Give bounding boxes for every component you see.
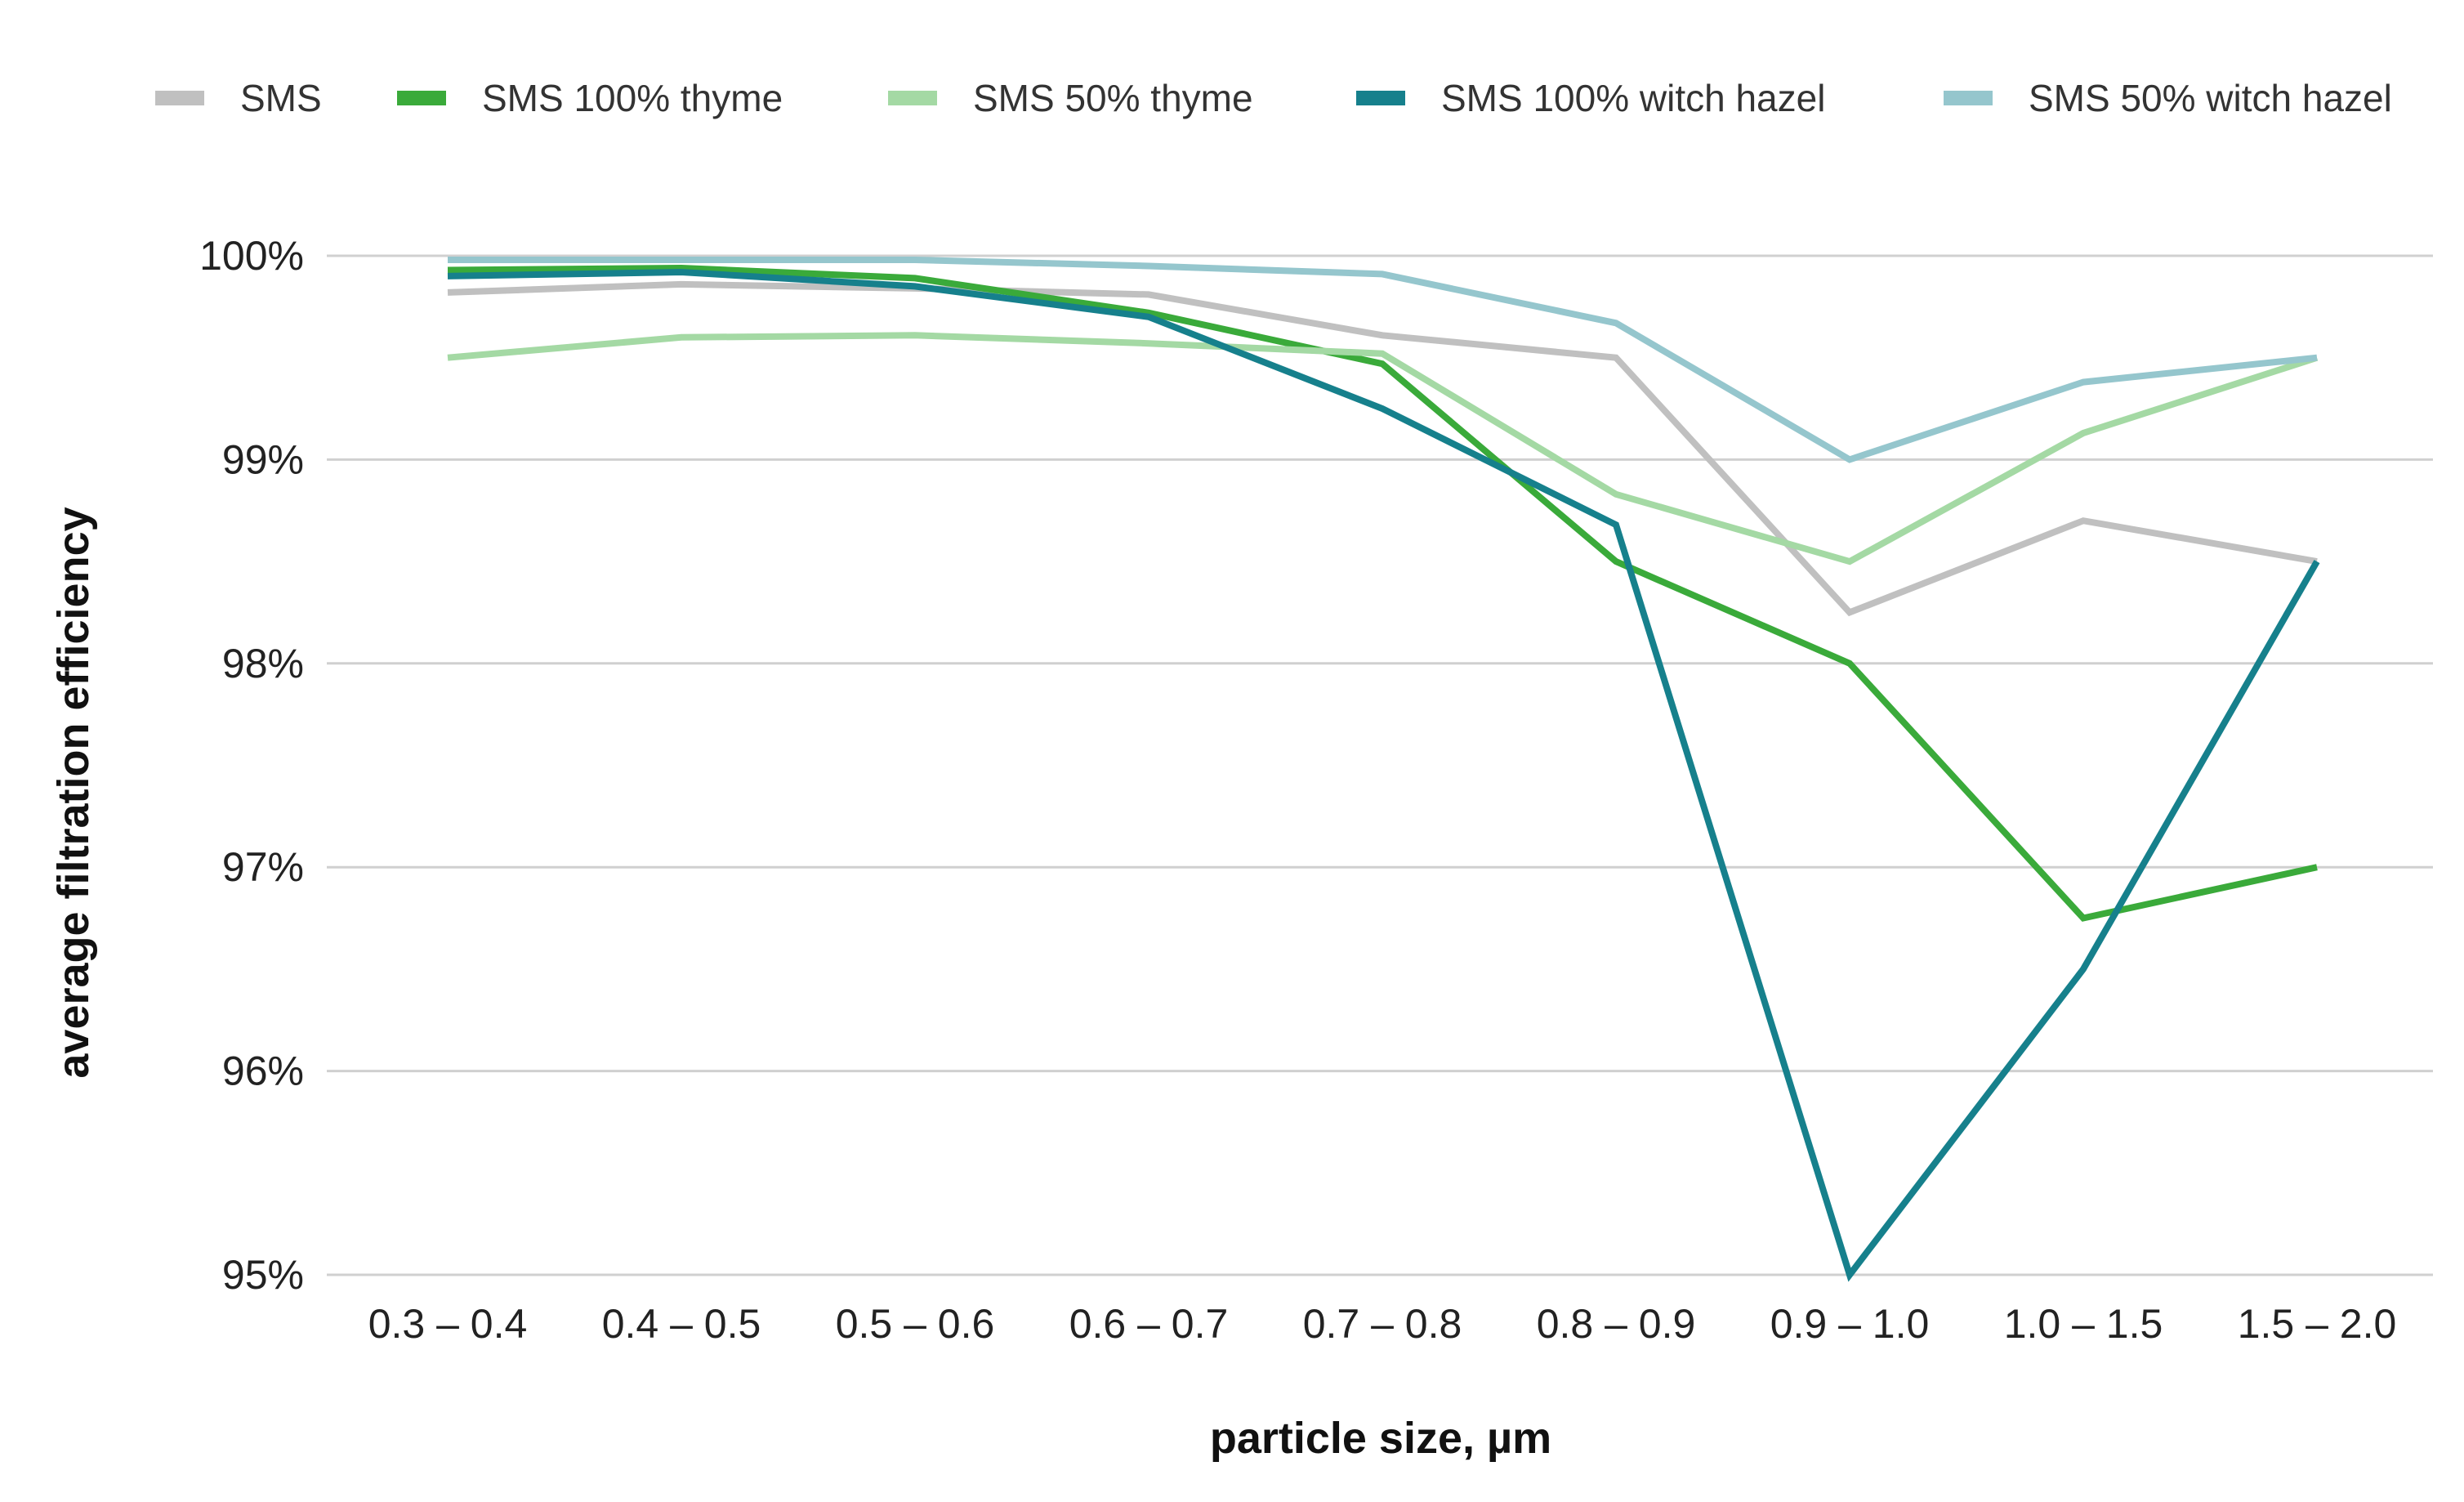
x-tick-label: 0.5 – 0.6	[836, 1301, 995, 1347]
legend-label: SMS 100% witch hazel	[1441, 77, 1825, 119]
legend-swatch	[1944, 91, 1993, 105]
series-line-sms-100-thyme	[447, 264, 2318, 922]
x-tick-label: 0.4 – 0.5	[602, 1301, 761, 1347]
legend-label: SMS 50% thyme	[973, 77, 1253, 119]
legend-item-sms-50-thyme: SMS 50% thyme	[888, 77, 1253, 119]
x-axis-title: particle size, µm	[1210, 1414, 1551, 1463]
series-line-sms-50-thyme	[447, 332, 2319, 565]
y-axis-title: average filtration efficiency	[49, 507, 98, 1078]
legend-item-sms: SMS	[155, 77, 322, 119]
x-tick-label: 0.6 – 0.7	[1069, 1301, 1229, 1347]
y-tick-label: 98%	[222, 641, 304, 686]
legend-item-sms-100-witch-hazel: SMS 100% witch hazel	[1356, 77, 1825, 119]
legend-item-sms-100-thyme: SMS 100% thyme	[397, 77, 783, 119]
y-tick-label: 96%	[222, 1048, 304, 1094]
legend-swatch	[155, 91, 204, 105]
legend-swatch	[1356, 91, 1405, 105]
legend-label: SMS 100% thyme	[482, 77, 783, 119]
series-line-sms-100-witch-hazel	[447, 268, 2320, 1282]
legend-swatch	[397, 91, 446, 105]
x-tick-label: 1.0 – 1.5	[2004, 1301, 2163, 1347]
x-tick-label: 0.8 – 0.9	[1537, 1301, 1696, 1347]
legend-label: SMS	[240, 77, 322, 119]
legend-label: SMS 50% witch hazel	[2029, 77, 2392, 119]
gridlines	[327, 254, 2433, 1276]
x-axis-ticks: 0.3 – 0.4 0.4 – 0.5 0.5 – 0.6 0.6 – 0.7 0.7 …	[368, 1301, 2397, 1347]
y-tick-label: 95%	[222, 1252, 304, 1298]
y-tick-label: 97%	[222, 844, 304, 890]
series-line-sms-50-witch-hazel	[448, 257, 2318, 463]
series-line-sms	[447, 280, 2318, 617]
series-lines	[447, 257, 2320, 1282]
y-tick-label: 99%	[222, 436, 304, 482]
y-tick-label: 100%	[199, 233, 304, 279]
legend-item-sms-50-witch-hazel: SMS 50% witch hazel	[1944, 77, 2392, 119]
y-axis-ticks: 95% 96% 97% 98% 99% 100%	[199, 233, 304, 1298]
legend: SMS SMS 100% thyme SMS 50% thyme SMS 100% w…	[155, 77, 2392, 119]
x-tick-label: 0.7 – 0.8	[1303, 1301, 1462, 1347]
legend-swatch	[888, 91, 937, 105]
x-tick-label: 0.3 – 0.4	[368, 1301, 528, 1347]
x-tick-label: 0.9 – 1.0	[1770, 1301, 1930, 1347]
x-tick-label: 1.5 – 2.0	[2238, 1301, 2397, 1347]
